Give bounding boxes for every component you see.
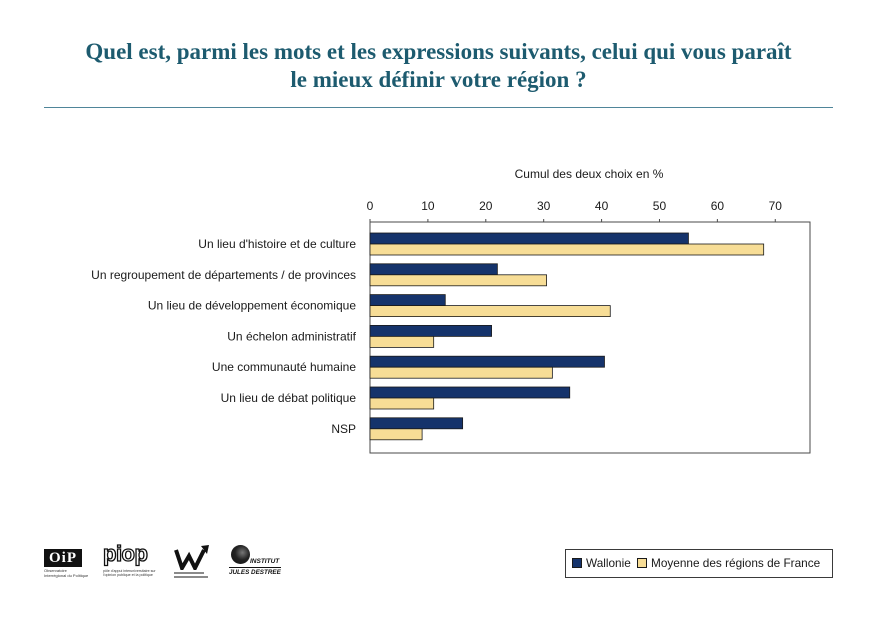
bar-chart: Cumul des deux choix en % 0 10 20 30 40 50 60 70… xyxy=(91,167,811,454)
piop-caption-line: pôle d'appui interuniversitaire sur xyxy=(103,569,156,573)
category-label: Un lieu de débat politique xyxy=(221,391,357,405)
ijd-emblem-icon xyxy=(231,545,250,564)
bar-france xyxy=(369,305,611,318)
x-axis-title: Cumul des deux choix en % xyxy=(515,167,664,181)
bar-france xyxy=(369,274,547,287)
oip-logo-caption: Observatoire Interrégional du Politique xyxy=(44,568,89,578)
bar-france xyxy=(369,428,423,441)
institut-jules-destree-logo: INSTITUT JULES DESTREE xyxy=(228,545,282,578)
page-title: Quel est, parmi les mots et les expressi… xyxy=(0,38,877,94)
bar-wallonie xyxy=(369,232,689,245)
bar-france xyxy=(369,243,765,256)
oip-caption-line: Observatoire xyxy=(44,568,67,573)
bar-wallonie xyxy=(369,417,464,430)
legend-label-france: Moyenne des régions de France xyxy=(651,556,821,570)
piop-logo: piop pôle d'appui interuniversitaire sur… xyxy=(102,540,161,579)
bar-wallonie xyxy=(369,294,446,307)
category-label: Une communauté humaine xyxy=(212,360,356,374)
piop-logo-mark: piop xyxy=(102,540,148,566)
w-logo-caption-line xyxy=(174,572,204,574)
oip-logo: OiP Observatoire Interrégional du Politi… xyxy=(44,549,88,579)
bar-wallonie xyxy=(369,263,498,276)
x-tick-label: 50 xyxy=(653,199,667,213)
x-tick-label: 60 xyxy=(711,199,725,213)
w-arrow-logo xyxy=(174,545,210,578)
piop-caption-line: l'opinion publique et la politique xyxy=(103,573,153,578)
bar-france xyxy=(369,366,553,379)
oip-logo-mark: OiP xyxy=(44,549,82,567)
x-tick-label: 10 xyxy=(421,199,435,213)
category-label: NSP xyxy=(331,422,356,436)
x-tick-label: 0 xyxy=(367,199,374,213)
legend-swatch-wallonie xyxy=(572,558,582,568)
legend-label-wallonie: Wallonie xyxy=(586,556,631,570)
bar-wallonie xyxy=(369,324,492,337)
x-tick-label: 30 xyxy=(537,199,551,213)
oip-caption-line: Interrégional du Politique xyxy=(44,572,89,578)
category-label: Un lieu d'histoire et de culture xyxy=(198,237,356,251)
legend-swatch-france xyxy=(637,558,647,568)
w-logo-caption-line xyxy=(174,576,208,578)
bar-france xyxy=(369,335,435,348)
category-label: Un regroupement de départements / de pro… xyxy=(91,268,356,282)
category-label: Un lieu de développement économique xyxy=(148,299,356,313)
category-label: Un échelon administratif xyxy=(227,329,356,343)
piop-logo-caption: pôle d'appui interuniversitaire sur l'op… xyxy=(103,569,156,578)
page-title-line-2: le mieux définir votre région ? xyxy=(290,67,587,92)
ijd-logo-line-1: INSTITUT xyxy=(250,558,280,565)
x-tick-label: 70 xyxy=(769,199,783,213)
plot-frame xyxy=(369,221,811,454)
bar-wallonie xyxy=(369,386,571,399)
title-divider xyxy=(44,107,833,108)
bar-wallonie xyxy=(369,355,605,368)
legend: Wallonie Moyenne des régions de France xyxy=(565,549,833,578)
ijd-logo-line-2: JULES DESTREE xyxy=(229,567,281,576)
w-arrow-icon xyxy=(174,545,209,570)
x-tick-label: 20 xyxy=(479,199,493,213)
bar-france xyxy=(369,397,435,410)
page-title-line-1: Quel est, parmi les mots et les expressi… xyxy=(85,39,792,64)
x-tick-label: 40 xyxy=(595,199,609,213)
